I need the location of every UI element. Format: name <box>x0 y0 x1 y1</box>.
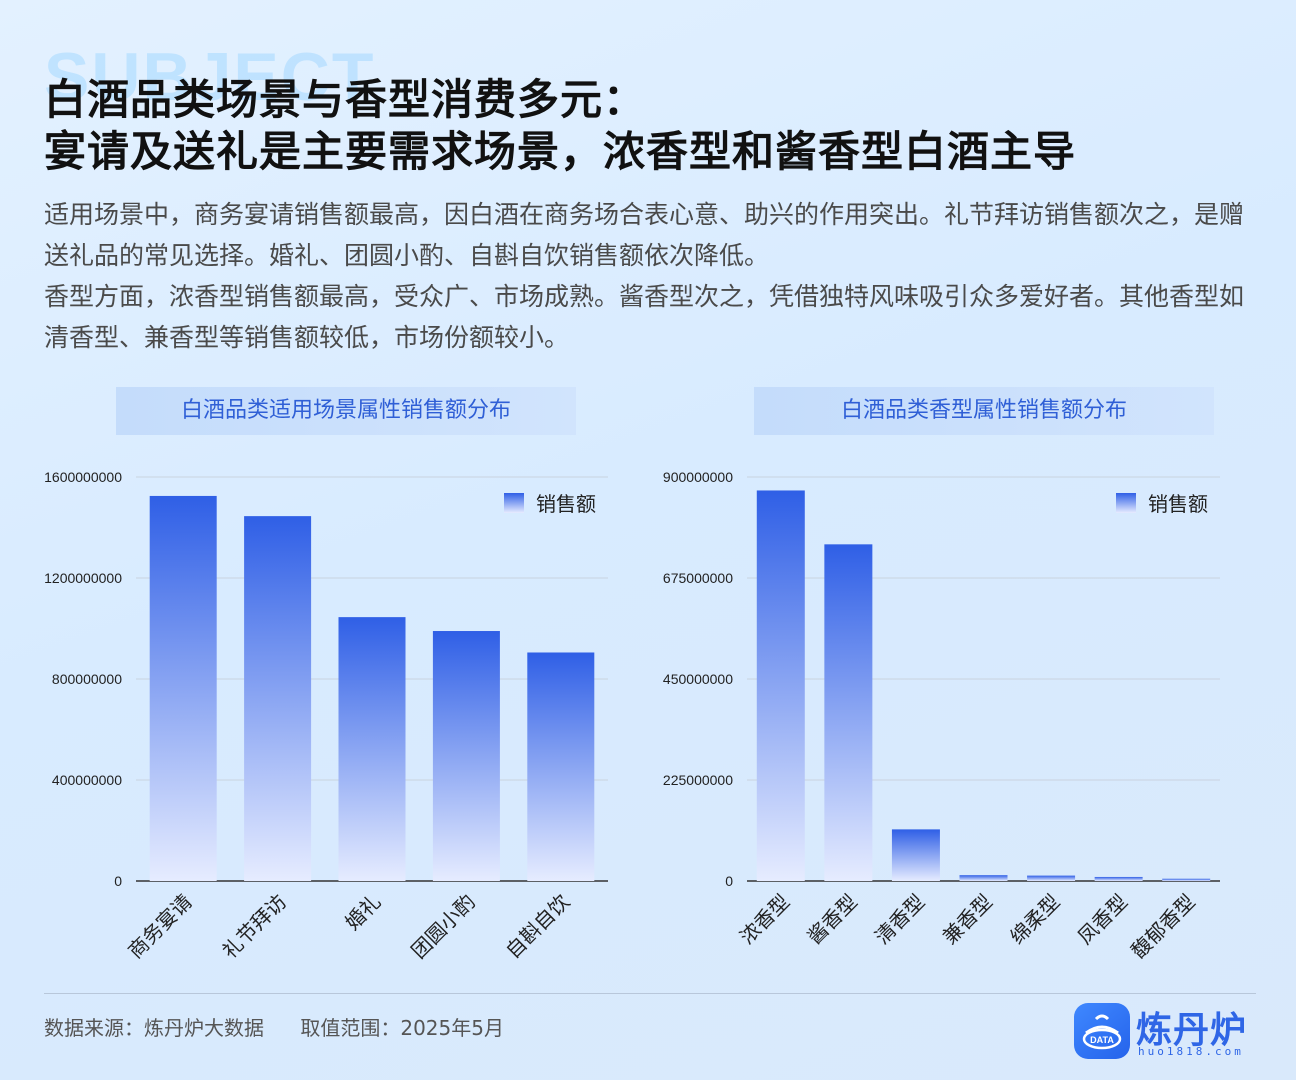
bar <box>527 652 595 881</box>
bar <box>432 631 500 881</box>
x-tick-label: 团圆小酌 <box>406 890 480 964</box>
x-tick-label: 馥郁香型 <box>1126 890 1200 964</box>
data-source: 数据来源：炼丹炉大数据 <box>44 1016 264 1040</box>
x-tick-label: 清香型 <box>870 890 929 949</box>
bar <box>149 495 217 881</box>
bar <box>244 516 312 881</box>
bar <box>959 875 1008 881</box>
bar <box>824 544 873 881</box>
bar <box>756 490 805 881</box>
y-tick-label: 0 <box>114 873 122 889</box>
bar <box>338 617 406 881</box>
legend-label: 销售额 <box>536 492 596 516</box>
bar <box>1027 875 1076 881</box>
page-title: 白酒品类场景与香型消费多元： 宴请及送礼是主要需求场景，浓香型和酱香型白酒主导 <box>44 74 1076 178</box>
right-chart-title: 白酒品类香型属性销售额分布 <box>754 387 1214 435</box>
x-tick-label: 兼香型 <box>938 890 997 949</box>
logo-badge-icon: DATA <box>1074 1003 1130 1059</box>
y-tick-label: 225000000 <box>663 772 733 788</box>
legend-swatch <box>504 493 524 513</box>
scene-sales-bar-chart: 0 400000000 800000000 1200000000 1600000000 商… <box>44 469 608 963</box>
y-tick-label: 1600000000 <box>44 469 122 485</box>
legend-label: 销售额 <box>1148 492 1208 516</box>
y-tick-label: 0 <box>725 873 733 889</box>
logo-badge-text: DATA <box>1090 1035 1114 1045</box>
bar <box>1094 876 1143 881</box>
legend-swatch <box>1116 493 1136 513</box>
brand-logo: DATA 炼丹炉 huo1818.com <box>1074 1003 1260 1063</box>
x-tick-label: 婚礼 <box>340 890 385 935</box>
x-tick-label: 酱香型 <box>802 890 861 949</box>
title-line-1: 白酒品类场景与香型消费多元： <box>44 75 647 124</box>
footer-divider <box>44 993 1256 994</box>
left-chart-title: 白酒品类适用场景属性销售额分布 <box>116 387 576 435</box>
x-tick-label: 浓香型 <box>735 890 794 949</box>
y-tick-label: 675000000 <box>663 570 733 586</box>
x-tick-label: 绵柔型 <box>1005 890 1064 949</box>
x-tick-label: 自斟自饮 <box>501 890 575 964</box>
y-tick-label: 450000000 <box>663 671 733 687</box>
flavor-sales-bar-chart: 0 225000000 450000000 675000000 900000000 浓香型… <box>663 469 1220 963</box>
footer-source: 数据来源：炼丹炉大数据 取值范围：2025年5月 <box>44 1012 534 1041</box>
y-tick-label: 1200000000 <box>44 570 122 586</box>
bar <box>891 829 940 881</box>
description: 适用场景中，商务宴请销售额最高，因白酒在商务场合表心意、助兴的作用突出。礼节拜访… <box>44 194 1256 358</box>
logo-name: 炼丹炉 <box>1136 1010 1248 1051</box>
bar <box>1162 878 1211 881</box>
y-tick-label: 800000000 <box>52 671 122 687</box>
background-watermark-word: SUBJECT <box>44 39 376 115</box>
x-tick-label: 礼节拜访 <box>218 890 292 964</box>
logo-url: huo1818.com <box>1138 1045 1244 1058</box>
data-range: 取值范围：2025年5月 <box>300 1016 504 1040</box>
title-line-2: 宴请及送礼是主要需求场景，浓香型和酱香型白酒主导 <box>44 127 1077 176</box>
description-paragraph-flavors: 香型方面，浓香型销售额最高，受众广、市场成熟。酱香型次之，凭借独特风味吸引众多爱… <box>44 282 1245 352</box>
description-paragraph-scenes: 适用场景中，商务宴请销售额最高，因白酒在商务场合表心意、助兴的作用突出。礼节拜访… <box>44 200 1245 270</box>
x-tick-label: 凤香型 <box>1073 890 1132 949</box>
y-tick-label: 400000000 <box>52 772 122 788</box>
y-tick-label: 900000000 <box>663 469 733 485</box>
x-tick-label: 商务宴请 <box>123 890 197 964</box>
